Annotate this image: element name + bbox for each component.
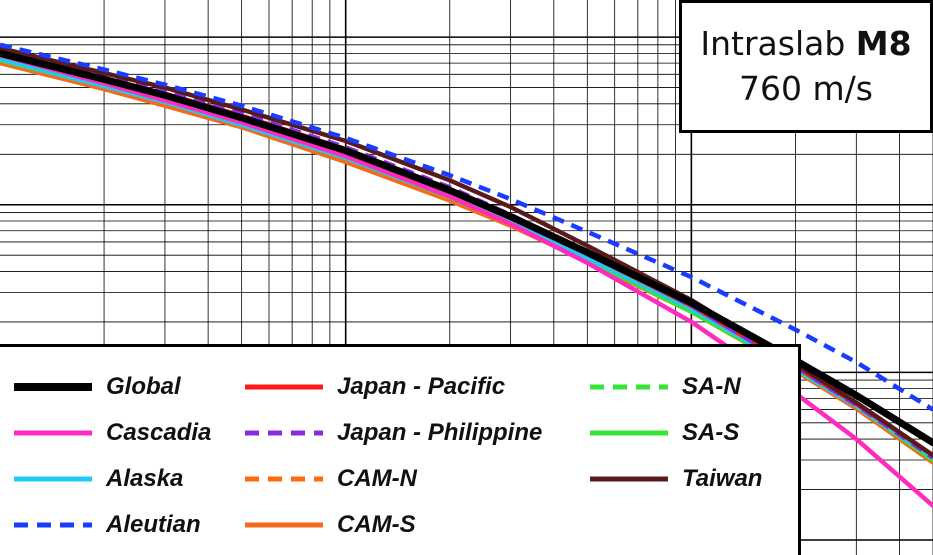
legend-swatch — [590, 430, 668, 436]
legend-item: Global — [14, 367, 181, 407]
chart-legend: Global Cascadia Alaska Aleutian Japan - Paci… — [0, 344, 801, 555]
legend-swatch — [245, 384, 323, 390]
legend-label: Global — [106, 373, 181, 400]
legend-swatch — [14, 430, 92, 436]
legend-swatch — [14, 522, 92, 528]
chart-title-box: Intraslab M8 760 m/s — [679, 0, 933, 133]
legend-item: Japan - Pacific — [245, 367, 505, 407]
legend-label: Alaska — [106, 465, 184, 492]
chart-title-line1: Intraslab M8 — [700, 22, 911, 67]
legend-item: Japan - Philippine — [245, 413, 542, 453]
chart-series-group — [0, 42, 933, 509]
legend-label: SA-S — [682, 419, 740, 446]
series-line-cascadia — [0, 52, 933, 509]
legend-swatch — [590, 384, 668, 390]
legend-label: Japan - Philippine — [337, 419, 543, 446]
legend-swatch — [245, 522, 323, 528]
chart-title-text: Intraslab — [700, 23, 846, 63]
legend-item: CAM-S — [245, 505, 416, 545]
legend-item: CAM-N — [245, 459, 417, 499]
legend-swatch — [14, 383, 92, 391]
legend-label: SA-N — [682, 373, 741, 400]
legend-item: Cascadia — [14, 413, 211, 453]
legend-item: SA-N — [590, 367, 741, 407]
legend-label: CAM-N — [337, 465, 417, 492]
legend-swatch — [590, 476, 668, 482]
legend-label: Taiwan — [682, 465, 763, 492]
chart-title-line2: 760 m/s — [739, 68, 873, 108]
chart-title-magnitude: M8 — [855, 23, 912, 63]
legend-label: Japan - Pacific — [337, 373, 506, 400]
legend-label: Cascadia — [106, 419, 212, 446]
legend-label: CAM-S — [337, 511, 416, 538]
series-line-global — [0, 49, 933, 447]
legend-swatch — [245, 476, 323, 482]
legend-swatch — [14, 476, 92, 482]
legend-swatch — [245, 430, 323, 436]
legend-label: Aleutian — [106, 511, 201, 538]
legend-item: Aleutian — [14, 505, 201, 545]
series-line-aleutian — [0, 42, 933, 412]
legend-item: SA-S — [590, 413, 739, 453]
series-line-taiwan — [0, 45, 933, 458]
legend-item: Alaska — [14, 459, 183, 499]
legend-item: Taiwan — [590, 459, 762, 499]
